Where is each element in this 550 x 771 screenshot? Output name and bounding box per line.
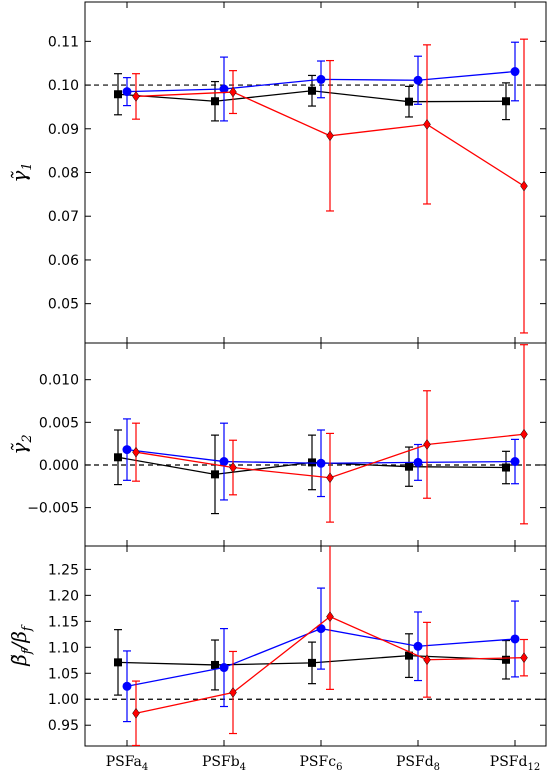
x-tick-label: PSFb4 (202, 754, 246, 771)
y-tick-label: 0.11 (48, 34, 79, 50)
gamma2-panel: −0.005 0.000 0.005 0.010 γ̃2 (7, 342, 547, 547)
diamond-marker (520, 652, 528, 664)
x-tick-label: PSFd8 (396, 754, 440, 771)
square-marker (114, 90, 122, 99)
diamond-marker (326, 472, 334, 484)
circle-marker (316, 624, 326, 634)
y-tick-label: 1.15 (48, 614, 79, 630)
y-tick-label: 0.05 (48, 297, 79, 313)
square-marker (308, 458, 316, 467)
y-tick-label: 0.06 (48, 253, 79, 269)
beta-ratio-panel: 0.95 1.00 1.05 1.10 1.15 1.20 1.25 β̃f/βf (7, 545, 547, 747)
y-axis-label: γ̃2 (7, 434, 35, 454)
circle-marker (413, 457, 423, 467)
x-axis: PSFa4 PSFb4 PSFc6 PSFd8 PSFd12 (106, 754, 540, 771)
y-tick-label: 1.10 (48, 640, 79, 656)
square-marker (502, 655, 510, 664)
circle-marker (510, 457, 520, 467)
plot-frame (84, 545, 547, 747)
diamond-marker (132, 707, 140, 719)
y-tick-label: 0.005 (39, 415, 79, 431)
circle-marker (219, 663, 229, 673)
square-marker (405, 651, 413, 660)
diamond-marker (520, 428, 528, 440)
diamond-marker (229, 86, 237, 98)
y-tick-label: 1.05 (48, 666, 79, 682)
series-blue (122, 41, 520, 122)
diamond-marker (132, 446, 140, 458)
series-blue (122, 418, 520, 501)
plot-frame (84, 342, 547, 547)
y-tick-label: 1.20 (48, 588, 79, 604)
series-black (114, 429, 510, 515)
y-tick-label: 0.000 (39, 458, 79, 474)
x-tick-label: PSFa4 (106, 754, 149, 771)
square-marker (405, 462, 413, 471)
plot-frame (84, 1, 547, 344)
series-red (132, 546, 528, 747)
x-tick-label: PSFd12 (490, 754, 540, 771)
series-black (114, 73, 510, 122)
circle-marker (510, 67, 520, 77)
y-tick-label: 0.08 (48, 166, 79, 182)
y-axis-label: γ̃1 (7, 162, 35, 182)
y-tick-label: −0.005 (27, 501, 79, 517)
series-black (114, 629, 510, 696)
diamond-marker (520, 180, 528, 192)
y-tick-label: 0.95 (48, 718, 79, 734)
circle-marker (122, 445, 132, 455)
y-tick-label: 0.10 (48, 78, 79, 94)
circle-marker (316, 458, 326, 468)
square-marker (114, 658, 122, 667)
diamond-marker (326, 130, 334, 142)
square-marker (502, 463, 510, 472)
square-marker (308, 658, 316, 667)
series-red (132, 344, 528, 525)
series-red (132, 38, 528, 334)
y-tick-label: 1.25 (48, 562, 79, 578)
y-tick-label: 0.09 (48, 122, 79, 138)
x-tick-label: PSFc6 (300, 754, 343, 771)
square-marker (211, 97, 219, 106)
circle-marker (122, 87, 132, 97)
circle-marker (413, 641, 423, 651)
diamond-marker (423, 654, 431, 666)
circle-marker (219, 84, 229, 94)
diamond-marker (423, 118, 431, 130)
square-marker (114, 453, 122, 462)
circle-marker (413, 75, 423, 85)
diamond-marker (229, 687, 237, 698)
square-marker (211, 660, 219, 669)
series-blue (122, 587, 520, 723)
diamond-marker (132, 90, 140, 102)
square-marker (211, 470, 219, 479)
y-tick-label: 0.010 (39, 373, 79, 389)
y-axis-label: β̃f/βf (7, 624, 35, 667)
y-tick-label: 1.00 (48, 692, 79, 708)
square-marker (405, 97, 413, 106)
diamond-marker (229, 462, 237, 473)
y-tick-label: 0.07 (48, 209, 79, 225)
circle-marker (316, 74, 326, 84)
diamond-marker (423, 439, 431, 450)
diamond-marker (326, 611, 334, 623)
gamma1-panel: 0.05 0.06 0.07 0.08 0.09 0.10 0.11 γ̃1 (7, 1, 547, 344)
square-marker (308, 86, 316, 95)
square-marker (502, 97, 510, 106)
circle-marker (219, 457, 229, 467)
circle-marker (122, 681, 132, 691)
circle-marker (510, 634, 520, 644)
